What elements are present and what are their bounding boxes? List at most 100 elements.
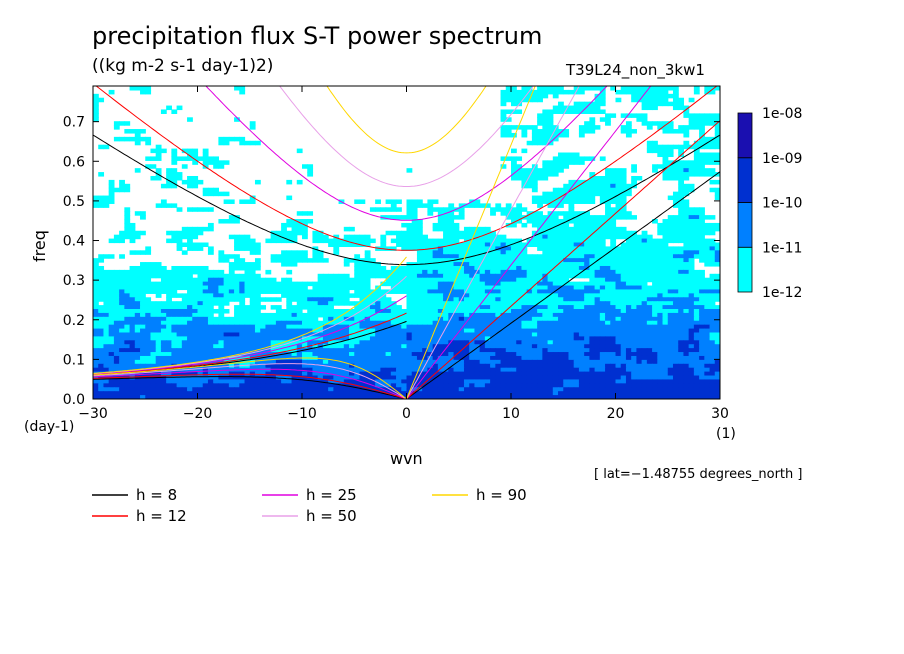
power-cell [359,265,366,271]
power-cell [448,328,455,334]
power-cell [605,367,611,373]
power-cell [610,183,617,189]
power-cell [584,348,590,353]
power-cell [516,359,523,365]
power-cell [594,301,601,306]
power-cell [568,285,575,291]
power-cell [537,320,543,326]
power-cell [427,258,434,263]
power-cell [291,309,298,314]
power-cell [176,175,183,181]
power-cell [605,211,611,216]
power-cell [636,297,643,302]
power-cell [505,132,512,138]
power-cell [108,363,115,369]
power-cell [699,352,705,357]
power-cell [558,332,564,337]
power-cell [416,219,423,224]
power-cell [437,305,444,310]
power-cell [500,254,507,259]
power-cell [699,359,705,365]
power-cell [704,277,711,283]
power-cell [453,234,460,240]
power-cell [599,175,606,181]
power-cell [495,234,502,240]
power-cell [380,281,387,287]
power-cell [605,285,611,291]
power-cell [594,344,601,349]
power-cell [662,289,669,294]
power-cell [615,265,622,271]
power-cell [416,238,423,244]
power-cell [343,363,350,369]
power-cell [171,320,178,326]
power-cell [714,136,720,142]
power-cell [302,285,308,291]
power-cell [683,203,690,208]
power-cell [390,336,397,341]
power-cell [568,363,575,369]
power-cell [573,285,580,291]
power-cell [584,238,590,244]
power-cell [652,367,658,373]
power-cell [312,305,319,310]
power-cell [610,344,617,349]
power-cell [516,285,523,291]
power-cell [416,277,423,283]
power-cell [406,234,413,240]
power-cell [667,234,674,240]
power-cell [521,293,528,298]
power-cell [192,269,199,275]
power-cell [547,305,554,310]
power-cell [134,320,141,326]
power-cell [584,187,590,193]
power-cell [140,211,146,216]
power-cell [322,316,329,322]
power-cell [187,344,193,349]
power-cell [620,293,627,298]
power-cell [328,359,334,365]
power-cell [302,281,308,287]
power-cell [187,359,193,365]
power-cell [463,254,470,259]
power-cell [160,309,167,314]
power-cell [625,355,632,361]
power-cell [699,277,705,283]
power-cell [573,332,580,337]
power-cell [594,328,601,334]
power-cell [594,254,601,259]
power-cell [171,175,178,181]
power-cell [620,277,627,283]
power-cell [578,355,585,361]
power-cell [693,344,700,349]
power-cell [578,132,585,138]
power-cell [354,344,361,349]
power-cell [521,320,528,326]
power-cell [432,269,439,275]
power-cell [375,269,381,275]
power-cell [129,348,136,353]
power-cell [145,359,152,365]
power-cell [113,312,120,318]
power-cell [641,265,648,271]
power-cell [458,250,465,255]
power-cell [411,324,418,330]
power-cell [531,367,538,373]
power-cell [176,305,183,310]
power-cell [369,340,376,345]
power-cell [516,207,523,212]
power-cell [578,348,585,353]
power-cell [129,289,136,294]
power-cell [416,312,423,318]
power-cell [254,336,261,341]
power-cell [406,246,413,251]
power-cell [312,344,319,349]
power-cell [349,367,355,373]
power-cell [683,312,690,318]
power-cell [699,230,705,236]
power-cell [683,215,690,220]
power-cell [552,293,559,298]
power-cell [145,86,152,91]
power-cell [93,305,99,310]
power-cell [463,305,470,310]
